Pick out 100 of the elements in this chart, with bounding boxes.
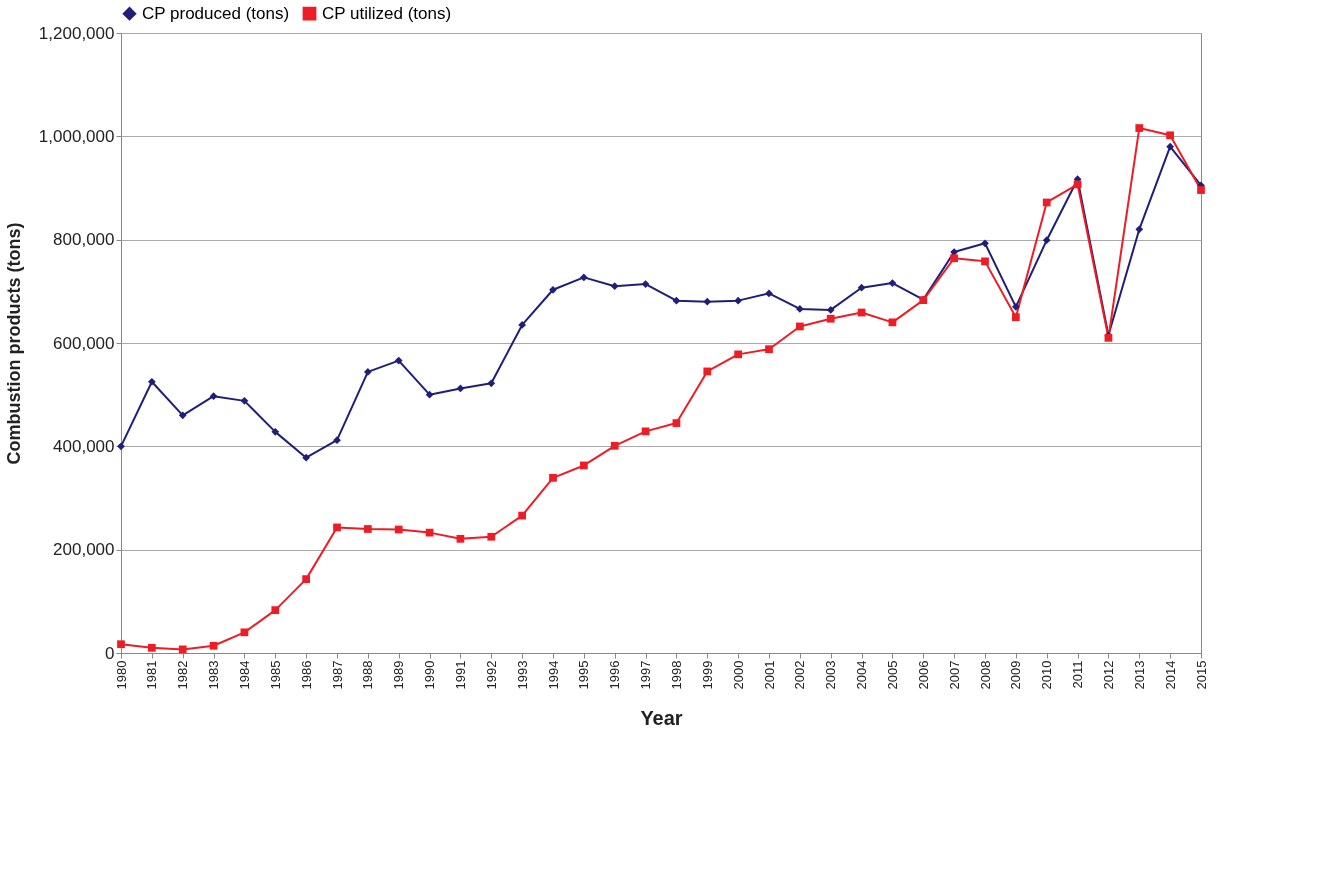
point: [795, 305, 804, 313]
y-tick-label: 0: [105, 643, 115, 663]
point: [981, 257, 989, 266]
x-tick-label: 2008: [977, 660, 993, 690]
point: [487, 379, 496, 388]
point: [857, 283, 866, 292]
point: [487, 532, 496, 541]
point: [240, 628, 249, 637]
point: [1011, 313, 1020, 322]
x-tick-label: 1992: [483, 660, 499, 690]
x-tick-label: 2013: [1131, 660, 1147, 690]
x-tick-label: 1989: [391, 660, 407, 690]
point: [703, 297, 712, 306]
x-tick-label: 1987: [329, 660, 345, 690]
point: [178, 645, 187, 654]
x-tick-label: 1980: [113, 660, 129, 690]
point: [734, 296, 743, 305]
x-tick-label: 1998: [668, 660, 684, 690]
y-tick-label: 400,000: [53, 436, 115, 456]
point: [1042, 198, 1051, 207]
point: [425, 390, 434, 399]
x-axis-title: Year: [640, 707, 683, 730]
x-tick-label: 1999: [699, 660, 715, 690]
x-tick-label: 1982: [175, 660, 191, 690]
x-tick-label: 2000: [730, 660, 746, 690]
x-tick-label: 1984: [236, 660, 252, 690]
point: [734, 350, 743, 359]
point: [240, 396, 249, 405]
point: [1042, 236, 1051, 245]
x-tick-label: 1981: [144, 660, 160, 690]
point: [672, 419, 681, 427]
y-tick-label: 600,000: [53, 333, 115, 353]
point: [518, 321, 527, 329]
x-tick-label: 1995: [576, 660, 592, 690]
point: [147, 377, 156, 386]
x-tick-label: 1993: [514, 660, 530, 690]
x-tick-label: 2003: [823, 660, 839, 690]
point: [456, 534, 465, 543]
x-tick-label: 2002: [792, 660, 808, 690]
point: [795, 322, 804, 331]
point: [302, 575, 311, 583]
point: [703, 367, 712, 376]
point: [271, 606, 280, 614]
x-tick-label: 2012: [1100, 660, 1116, 690]
point: [209, 392, 218, 401]
x-tick-label: 2005: [884, 660, 900, 690]
point: [1166, 142, 1175, 151]
x-tick-label: 1991: [452, 660, 468, 690]
x-tick-label: 2004: [854, 660, 870, 690]
point: [549, 285, 557, 294]
point: [579, 273, 588, 282]
point: [672, 296, 681, 305]
y-axis-title: Combustion products (tons): [3, 222, 24, 465]
point: [363, 525, 372, 533]
x-tick-label: 2006: [915, 660, 931, 690]
point: [333, 523, 341, 532]
x-tick-label: 2014: [1162, 660, 1178, 690]
point: [271, 427, 280, 436]
point: [579, 461, 588, 470]
point: [765, 289, 773, 298]
x-tick-label: 2015: [1193, 660, 1209, 690]
point: [1011, 302, 1020, 311]
point: [1197, 186, 1205, 194]
x-tick-label: 1990: [422, 660, 438, 690]
point: [641, 280, 650, 288]
x-tick-label: 2009: [1008, 660, 1024, 690]
point: [610, 282, 619, 291]
x-tick-label: 1986: [298, 660, 314, 690]
point: [394, 525, 403, 534]
x-tick-label: 2010: [1039, 660, 1055, 690]
point: [888, 318, 897, 327]
point: [610, 441, 619, 450]
point: [641, 427, 650, 436]
legend-label: CP produced (tons): [142, 3, 290, 23]
point: [147, 643, 156, 652]
point: [950, 254, 959, 263]
point: [394, 356, 403, 365]
x-tick-label: 2011: [1070, 660, 1086, 689]
point: [518, 511, 527, 520]
x-tick-label: 1983: [206, 660, 222, 690]
point: [363, 368, 372, 376]
point: [981, 239, 989, 248]
point: [549, 473, 557, 482]
x-tick-label: 1988: [360, 660, 376, 690]
point: [888, 279, 897, 287]
point: [1135, 225, 1144, 234]
x-tick-label: 2007: [946, 660, 962, 690]
legend-label: CP utilized (tons): [322, 3, 452, 23]
point: [1166, 131, 1175, 140]
y-tick-label: 1,200,000: [38, 23, 115, 43]
y-tick-label: 1,000,000: [38, 126, 115, 146]
point: [765, 345, 773, 354]
x-tick-label: 1996: [607, 660, 623, 690]
point: [1135, 124, 1144, 132]
x-tick-label: 2001: [761, 660, 777, 690]
x-tick-label: 1994: [545, 660, 561, 690]
point: [209, 641, 218, 650]
point: [826, 306, 835, 314]
y-tick-label: 800,000: [53, 230, 115, 250]
y-tick-label: 200,000: [53, 540, 115, 560]
